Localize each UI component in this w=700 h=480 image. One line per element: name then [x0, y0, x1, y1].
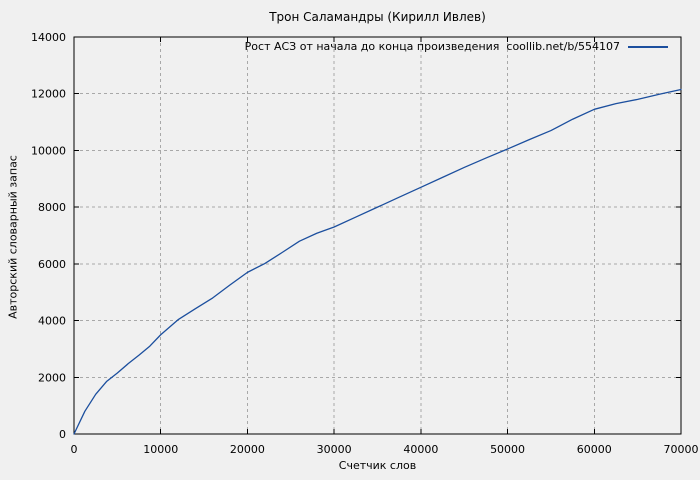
y-tick-label: 8000 [38, 201, 66, 214]
legend: Рост АСЗ от начала до конца произведения… [245, 40, 668, 53]
x-tick-label: 50000 [490, 443, 525, 456]
series-line [73, 88, 682, 435]
chart-title: Трон Саламандры (Кирилл Ивлев) [269, 10, 486, 24]
legend-label: Рост АСЗ от начала до конца произведения… [244, 40, 620, 53]
x-tick-label: 70000 [664, 443, 699, 456]
y-tick-label: 12000 [31, 88, 66, 101]
y-tick-label: 0 [59, 428, 66, 441]
x-tick-label: 10000 [143, 443, 178, 456]
x-axis-title: Счетчик слов [338, 459, 417, 472]
y-tick-label: 10000 [31, 144, 66, 157]
x-tick-label: 30000 [317, 443, 352, 456]
y-axis-title: Авторский словарный запас [6, 155, 20, 319]
plot-border [73, 36, 682, 435]
x-tick-label: 40000 [403, 443, 438, 456]
x-tick-label: 0 [71, 443, 78, 456]
x-tick-label: 20000 [230, 443, 265, 456]
x-tick-label: 60000 [577, 443, 612, 456]
y-tick-label: 14000 [31, 31, 66, 44]
y-tick-label: 6000 [38, 258, 66, 271]
y-tick-label: 4000 [38, 315, 66, 328]
legend-line-sample [628, 45, 668, 48]
y-tick-label: 2000 [38, 371, 66, 384]
